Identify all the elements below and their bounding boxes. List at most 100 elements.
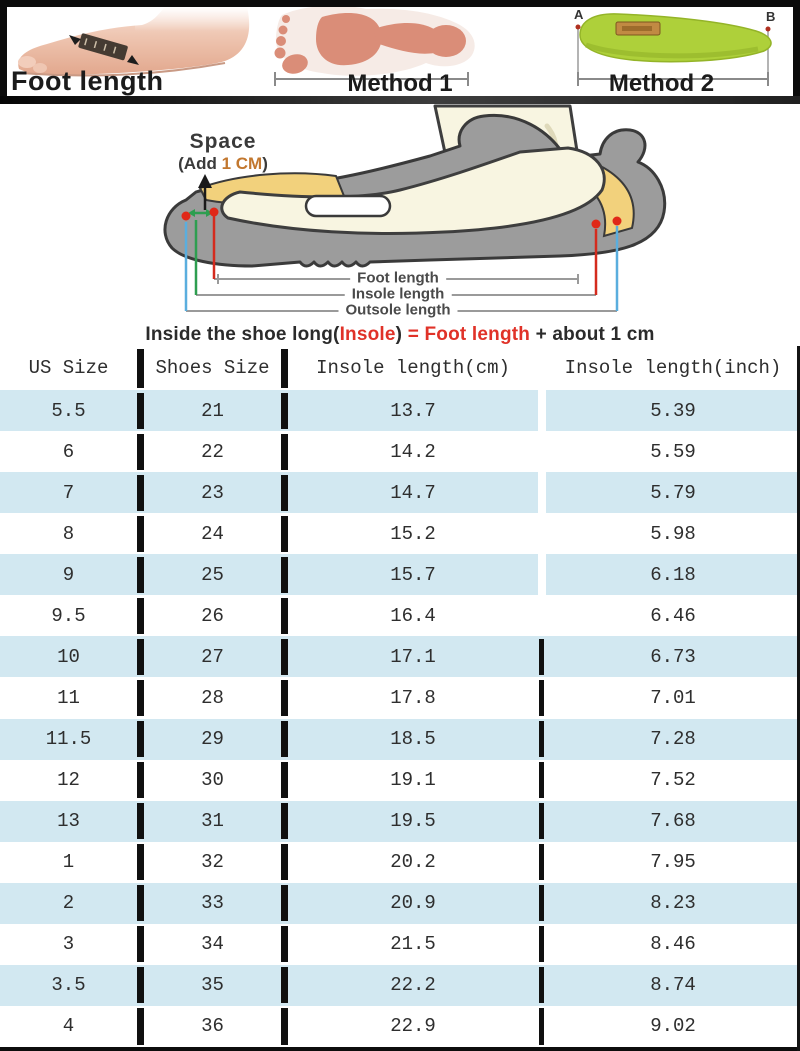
shoes-size-cell: 30 xyxy=(144,759,281,801)
method-1-caption: Method 1 xyxy=(347,70,453,97)
table-row: 3 34 21.5 8.46 xyxy=(0,923,800,965)
shoe-measurement-diagram: Space (Add 1 CM) Foot length Insole leng… xyxy=(0,104,800,346)
insole-brand-tag xyxy=(615,21,661,36)
shoes-size-cell: 35 xyxy=(144,964,281,1006)
insole-inch-cell: 8.23 xyxy=(546,882,800,924)
us-size-cell: 4 xyxy=(0,1005,137,1047)
measure-arrow-icon xyxy=(127,55,139,65)
column-separator xyxy=(538,923,546,965)
shoes-size-cell: 34 xyxy=(144,923,281,965)
column-separator xyxy=(137,554,144,596)
footprint-illustration xyxy=(274,7,475,86)
us-size-cell: 10 xyxy=(0,636,137,678)
insole-formula: Inside the shoe long(Insole) = Foot leng… xyxy=(145,324,655,345)
foot-length-line-label: Foot length xyxy=(350,269,446,287)
insole-inch-cell: 8.46 xyxy=(546,923,800,965)
column-separator xyxy=(281,759,288,801)
insole-inch-cell: 5.98 xyxy=(546,513,800,555)
insole-length-line-label: Insole length xyxy=(344,285,452,303)
column-separator xyxy=(137,800,144,842)
insole-inch-cell: 7.68 xyxy=(546,800,800,842)
column-separator xyxy=(281,718,288,760)
table-row: 9 25 15.7 6.18 xyxy=(0,554,800,596)
formula-foot-length-word: Foot length xyxy=(424,324,531,345)
left-black-edge xyxy=(0,7,7,96)
panel-method-2: A B Method 2 xyxy=(530,7,793,97)
insole-cm-cell: 17.8 xyxy=(288,677,538,719)
insole-cm-cell: Insole length(cm) xyxy=(288,346,538,390)
foot-photo-illustration xyxy=(18,7,257,77)
insole-cm-cell: 21.5 xyxy=(288,923,538,965)
insole-cm-cell: 19.5 xyxy=(288,800,538,842)
insole-inch-cell: 7.01 xyxy=(546,677,800,719)
insole-cm-cell: 19.1 xyxy=(288,759,538,801)
insole-cm-cell: 22.2 xyxy=(288,964,538,1006)
toe-space-arrow-icon xyxy=(188,209,213,217)
column-separator xyxy=(538,636,546,678)
column-separator xyxy=(281,513,288,555)
insole-cm-cell: 16.4 xyxy=(288,595,538,637)
measure-point-dots xyxy=(181,207,622,229)
table-row: 2 33 20.9 8.23 xyxy=(0,882,800,924)
formula-insole-word: Insole xyxy=(339,324,396,345)
insole-point-a-label: A xyxy=(574,7,584,22)
column-separator xyxy=(538,346,546,390)
big-toe-detail xyxy=(304,194,392,218)
insole-cm-cell: 15.7 xyxy=(288,554,538,596)
column-separator xyxy=(281,923,288,965)
table-row: 11 28 17.8 7.01 xyxy=(0,677,800,719)
column-separator xyxy=(538,472,546,514)
column-separator xyxy=(137,472,144,514)
shoes-size-cell: 24 xyxy=(144,513,281,555)
us-size-cell: 11.5 xyxy=(0,718,137,760)
column-separator xyxy=(281,595,288,637)
insole-inch-cell: 8.74 xyxy=(546,964,800,1006)
table-row: 3.5 35 22.2 8.74 xyxy=(0,964,800,1006)
us-size-cell: 5.5 xyxy=(0,390,137,432)
column-separator xyxy=(137,718,144,760)
shoes-size-cell: 26 xyxy=(144,595,281,637)
column-separator xyxy=(281,554,288,596)
table-right-border xyxy=(797,346,800,1051)
column-separator xyxy=(538,554,546,596)
shoes-size-cell: 23 xyxy=(144,472,281,514)
method-2-caption: Method 2 xyxy=(608,70,715,97)
us-size-cell: 12 xyxy=(0,759,137,801)
column-separator xyxy=(538,841,546,883)
shoes-size-cell: 33 xyxy=(144,882,281,924)
section-divider-bar xyxy=(0,96,800,104)
shoes-size-cell: 31 xyxy=(144,800,281,842)
column-separator xyxy=(137,595,144,637)
column-separator xyxy=(137,964,144,1006)
shoes-size-cell: 22 xyxy=(144,431,281,473)
panel-method-1: Method 1 xyxy=(270,7,530,97)
space-arrow-icon xyxy=(198,174,212,210)
insole-inch-cell: 6.18 xyxy=(546,554,800,596)
column-separator xyxy=(137,677,144,719)
size-table: US Size Shoes Size Insole length(cm) Insole… xyxy=(0,346,800,1051)
insole-cm-cell: 20.9 xyxy=(288,882,538,924)
table-row: 5.5 21 13.7 5.39 xyxy=(0,390,800,432)
insole-inch-cell: 5.39 xyxy=(546,390,800,432)
insole-inch-cell: 7.28 xyxy=(546,718,800,760)
insole-inch-cell: 9.02 xyxy=(546,1005,800,1047)
us-size-cell: 7 xyxy=(0,472,137,514)
column-separator xyxy=(281,636,288,678)
shoes-size-cell: 25 xyxy=(144,554,281,596)
column-separator xyxy=(137,636,144,678)
insole-inch-cell: Insole length(inch) xyxy=(546,346,800,390)
shoes-size-cell: Shoes Size xyxy=(144,346,281,390)
shoes-size-cell: 32 xyxy=(144,841,281,883)
us-size-cell: 3 xyxy=(0,923,137,965)
column-separator xyxy=(538,800,546,842)
column-separator xyxy=(538,595,546,637)
tape-measure-icon xyxy=(78,33,128,61)
space-note: (Add 1 CM) xyxy=(178,154,268,174)
table-row: 13 31 19.5 7.68 xyxy=(0,800,800,842)
table-row: 9.5 26 16.4 6.46 xyxy=(0,595,800,637)
us-size-cell: 1 xyxy=(0,841,137,883)
us-size-cell: 9 xyxy=(0,554,137,596)
insole-cm-cell: 20.2 xyxy=(288,841,538,883)
table-row: 6 22 14.2 5.59 xyxy=(0,431,800,473)
column-separator xyxy=(137,346,144,390)
